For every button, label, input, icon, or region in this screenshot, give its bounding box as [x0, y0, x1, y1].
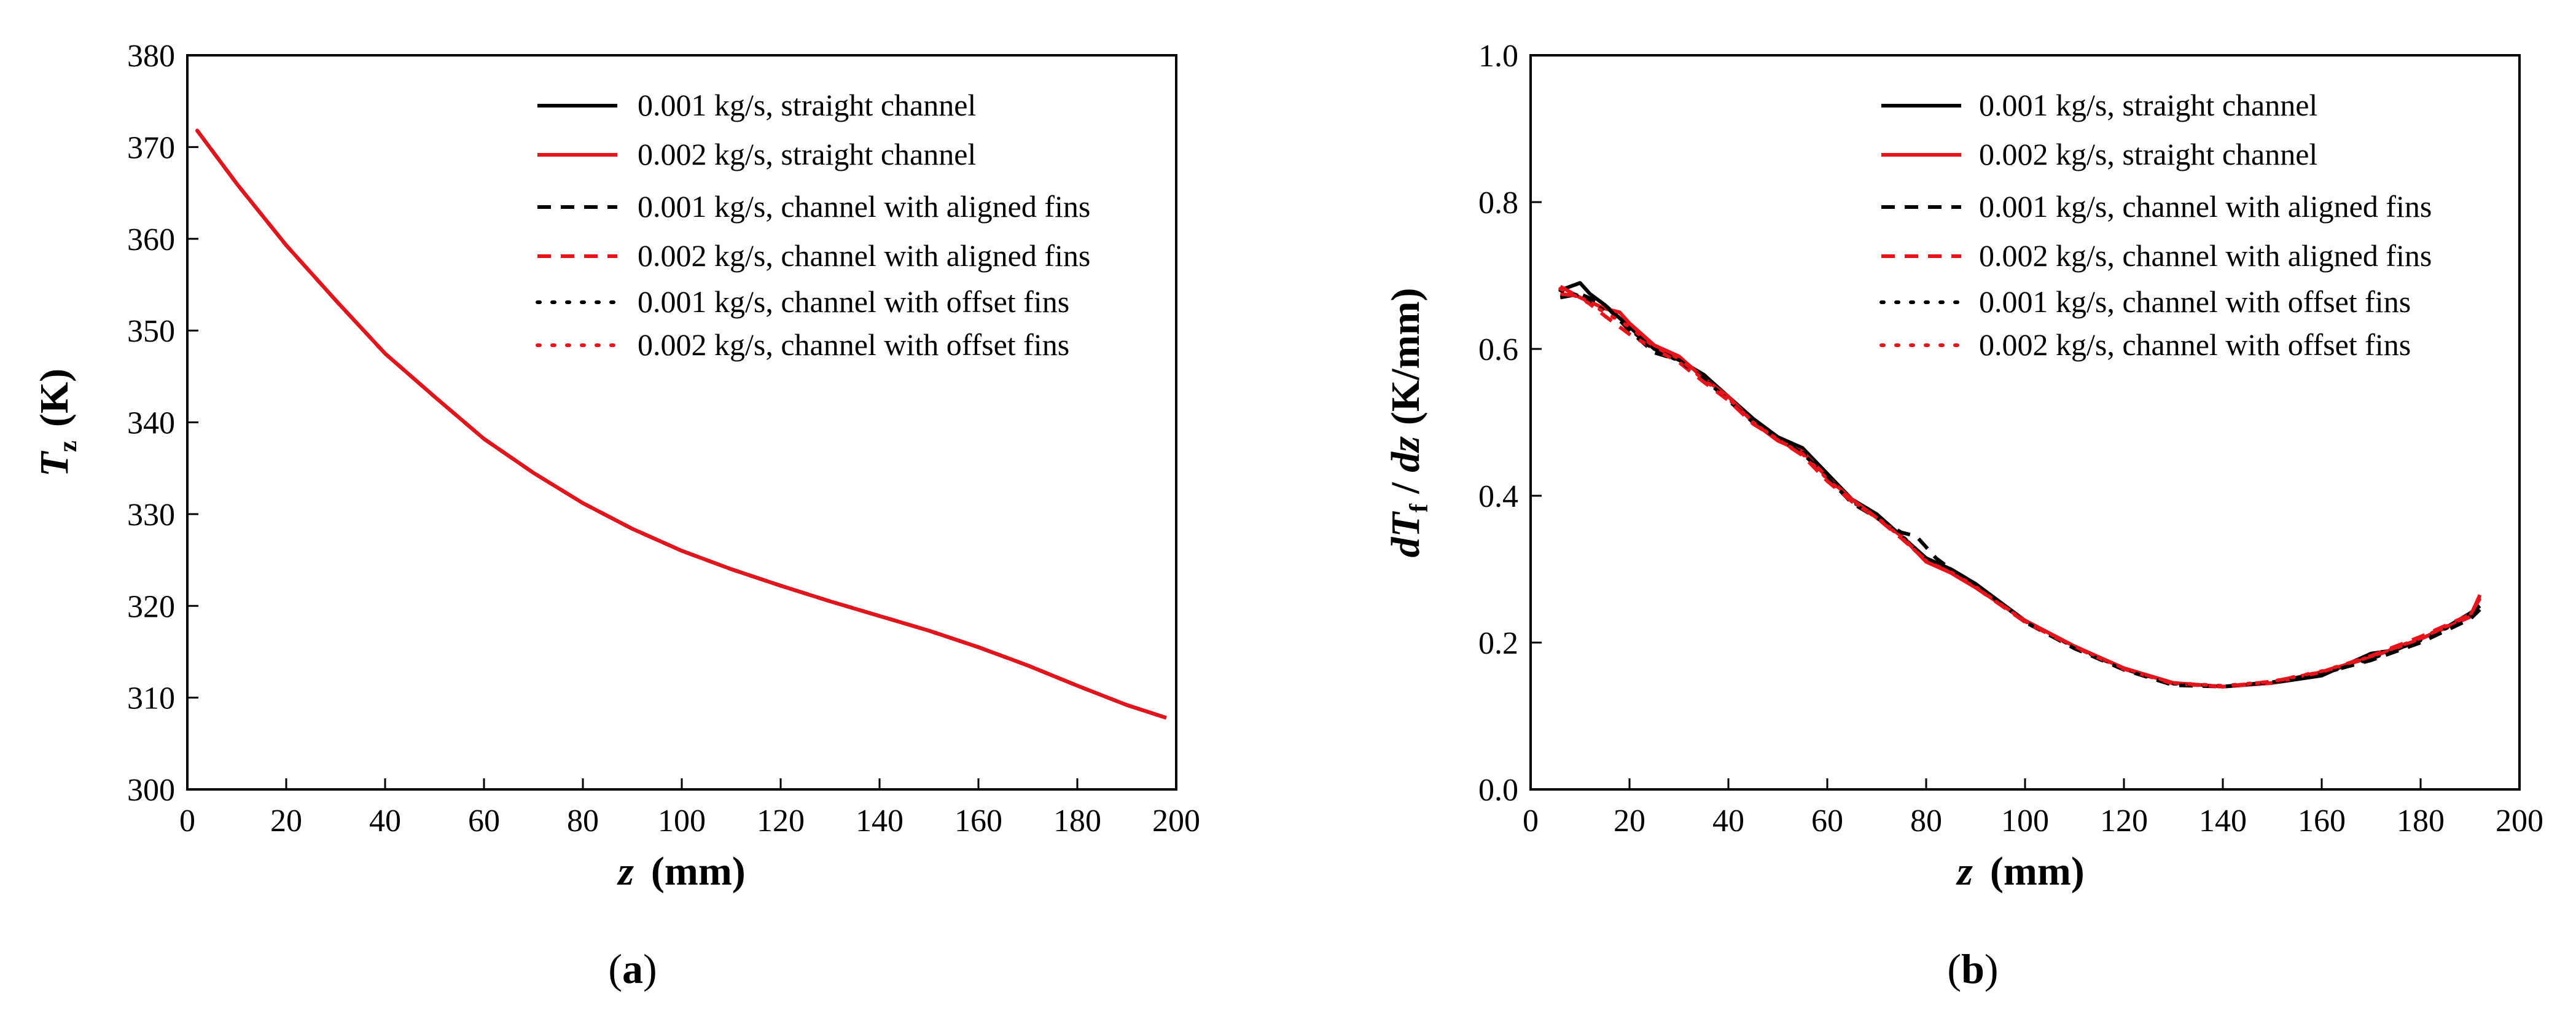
x-tick-label: 60: [1811, 804, 1843, 839]
x-tick-label: 180: [1053, 804, 1101, 839]
series-line-4: [195, 129, 1167, 720]
series-line-4: [1559, 292, 2482, 689]
x-tick-label: 180: [2397, 804, 2445, 839]
y-tick-label: 310: [127, 681, 175, 716]
caption-letter: b: [1961, 945, 1985, 992]
y-label-d2: dz: [1383, 436, 1428, 472]
legend-label: 0.001 kg/s, straight channel: [638, 88, 976, 122]
y-tick-label: 0.0: [1478, 773, 1518, 808]
panel-b-x-axis-label: z (mm): [1956, 849, 2085, 894]
y-tick-label: 320: [127, 589, 175, 624]
series-line-6: [195, 128, 1168, 720]
panel-b-plot-area: 0 20 40 60 80 100 120 140 160 180 200 0.0 0.2 0.4 0.6…: [1478, 39, 2543, 839]
panel-b-x-ticks: 0 20 40 60 80 100 120 140 160 180 200: [1523, 778, 2543, 839]
y-label-symbol: T: [32, 450, 77, 477]
x-tick-label: 80: [567, 804, 599, 839]
panel-b-series: [1558, 281, 2482, 689]
series-line-3: [1559, 292, 2481, 689]
legend-label: 0.002 kg/s, straight channel: [1979, 137, 2317, 171]
legend-label: 0.002 kg/s, channel with aligned fins: [638, 238, 1090, 273]
y-tick-label: 300: [127, 773, 175, 808]
x-tick-label: 100: [2001, 804, 2049, 839]
y-label-unit: (K/mm): [1383, 288, 1428, 426]
legend-label: 0.001 kg/s, channel with offset fins: [638, 284, 1069, 319]
panel-b-y-ticks: 0.0 0.2 0.4 0.6 0.8 1.0: [1478, 39, 1542, 808]
x-tick-label: 20: [270, 804, 302, 839]
x-tick-label: 80: [1910, 804, 1942, 839]
legend-label: 0.002 kg/s, channel with offset fins: [638, 327, 1069, 362]
y-tick-label: 350: [127, 314, 175, 349]
y-label-separator: /: [1383, 472, 1428, 504]
x-tick-label: 0: [1523, 804, 1539, 839]
y-tick-label: 0.4: [1478, 479, 1518, 514]
x-label-unit: (mm): [1990, 849, 2085, 894]
y-tick-label: 330: [127, 498, 175, 533]
y-tick-label: 370: [127, 130, 175, 165]
y-label-subscript: z: [54, 440, 82, 452]
x-label-unit: (mm): [651, 849, 746, 894]
y-label-unit: (K): [32, 369, 77, 427]
y-label-d1: dT: [1383, 510, 1428, 557]
legend-label: 0.001 kg/s, channel with offset fins: [1979, 284, 2411, 319]
x-tick-label: 120: [2100, 804, 2148, 839]
x-tick-label: 140: [856, 804, 904, 839]
legend-label: 0.001 kg/s, channel with aligned fins: [638, 189, 1090, 224]
y-tick-label: 0.8: [1478, 186, 1518, 221]
x-tick-label: 140: [2199, 804, 2247, 839]
x-label-symbol: z: [617, 849, 634, 894]
y-tick-label: 0.2: [1478, 626, 1518, 661]
x-tick-label: 120: [757, 804, 805, 839]
x-tick-label: 160: [954, 804, 1002, 839]
y-tick-label: 380: [127, 39, 175, 74]
x-tick-label: 20: [1614, 804, 1645, 839]
y-tick-label: 360: [127, 222, 175, 257]
panel-a-legend: 0.001 kg/s, straight channel 0.002 kg/s,…: [536, 88, 1090, 362]
y-tick-label: 0.6: [1478, 332, 1518, 367]
panel-a-y-ticks: 300 310 320 330 340 350 360 370 380: [127, 39, 198, 808]
panel-b: 0 20 40 60 80 100 120 140 160 180 200 0.0 0.2 0.4 0.6…: [1383, 39, 2543, 992]
x-label-symbol: z: [1956, 849, 1973, 894]
x-tick-label: 200: [1152, 804, 1200, 839]
panel-a-series: [195, 128, 1168, 720]
legend-label: 0.001 kg/s, channel with aligned fins: [1979, 189, 2432, 224]
x-tick-label: 40: [369, 804, 401, 839]
legend-label: 0.002 kg/s, channel with aligned fins: [1979, 238, 2432, 273]
x-tick-label: 40: [1712, 804, 1744, 839]
panel-b-legend: 0.001 kg/s, straight channel 0.002 kg/s,…: [1879, 88, 2432, 362]
panel-a-x-ticks: 0 20 40 60 80 100 120 140 160 180 200: [179, 778, 1200, 839]
legend-label: 0.002 kg/s, channel with offset fins: [1979, 327, 2411, 362]
y-label-subscript: f: [1405, 503, 1434, 512]
panel-a-x-axis-label: z (mm): [617, 849, 746, 894]
panel-b-y-axis-label: dTf / dz (K/mm): [1383, 288, 1434, 558]
panel-a-plot-area: 0 20 40 60 80 100 120 140 160 180 200 300 310 320 330…: [127, 39, 1200, 839]
x-tick-label: 200: [2496, 804, 2543, 839]
panel-a-caption: (a): [608, 945, 657, 992]
x-tick-label: 60: [468, 804, 500, 839]
x-tick-label: 100: [658, 804, 706, 839]
y-tick-label: 340: [127, 406, 175, 441]
x-tick-label: 160: [2298, 804, 2346, 839]
panel-a-y-axis-label: Tz (K): [32, 369, 82, 477]
x-tick-label: 0: [179, 804, 195, 839]
panel-b-caption: (b): [1947, 945, 1998, 992]
legend-label: 0.001 kg/s, straight channel: [1979, 88, 2317, 122]
panel-a: 0 20 40 60 80 100 120 140 160 180 200 300 310 320 330…: [32, 39, 1200, 992]
caption-letter: a: [622, 945, 643, 992]
y-tick-label: 1.0: [1478, 39, 1518, 74]
legend-label: 0.002 kg/s, straight channel: [638, 137, 976, 171]
